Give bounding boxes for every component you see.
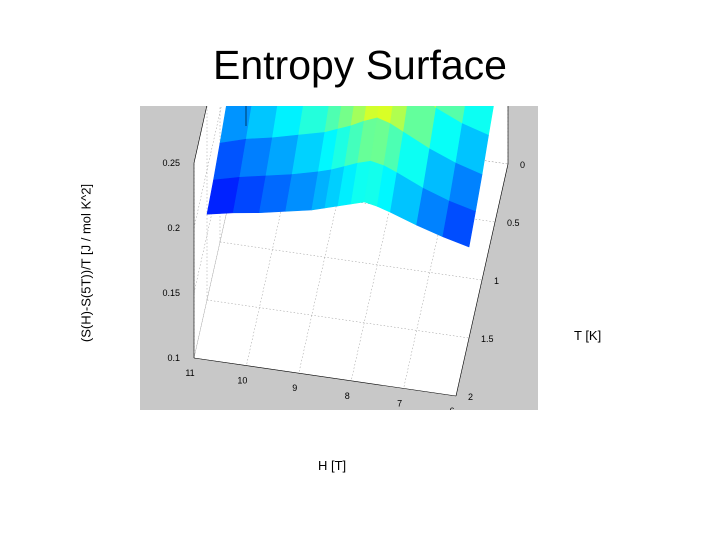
wall-grid-line — [193, 106, 222, 229]
z-axis-label: (S(H)-S(5T))/T [J / mol K^2] — [78, 183, 94, 343]
t-tick-label: 0 — [520, 160, 525, 170]
t-tick-label: 1 — [494, 276, 499, 286]
h-tick-label: 9 — [292, 383, 297, 393]
tick-labels: 0.1 0.15 0.2 0.25 11 10 9 8 7 6 0 0.5 1 1.5 2 — [162, 158, 525, 410]
t-tick-label: 1.5 — [481, 334, 494, 344]
plot-area: 0.1 0.15 0.2 0.25 11 10 9 8 7 6 0 0.5 1 1.5 2 — [140, 106, 538, 410]
surface-plot: 0.1 0.15 0.2 0.25 11 10 9 8 7 6 0 0.5 1 1.5 2 — [162, 106, 525, 410]
h-tick-label: 10 — [237, 376, 247, 386]
h-tick-label: 11 — [185, 368, 194, 378]
t-tick-label: 0.5 — [507, 218, 520, 228]
axis-lines — [193, 106, 509, 397]
t-tick-label: 2 — [468, 392, 473, 402]
z-tick-label: 0.1 — [167, 353, 180, 363]
h-axis-label: H [T] — [318, 458, 347, 473]
z-tick-label: 0.15 — [162, 288, 180, 298]
t-axis-label: T [K] — [574, 328, 602, 343]
surface-mesh — [206, 106, 494, 248]
chart-title: Entropy Surface — [213, 42, 507, 88]
h-tick-label: 8 — [345, 391, 350, 401]
floor-grid-line — [206, 299, 470, 339]
floor-grid-line — [219, 241, 483, 281]
box-edge-line — [193, 106, 208, 164]
surface-patch — [442, 200, 476, 248]
wall-grid-line — [193, 106, 237, 294]
t-axis-line — [455, 163, 509, 397]
h-tick-label: 7 — [397, 398, 402, 408]
h-tick-label: 6 — [449, 406, 454, 410]
wall-grid-line — [193, 125, 247, 359]
z-tick-label: 0.2 — [167, 223, 180, 233]
h-axis-line — [193, 357, 457, 397]
z-tick-label: 0.25 — [162, 158, 180, 168]
